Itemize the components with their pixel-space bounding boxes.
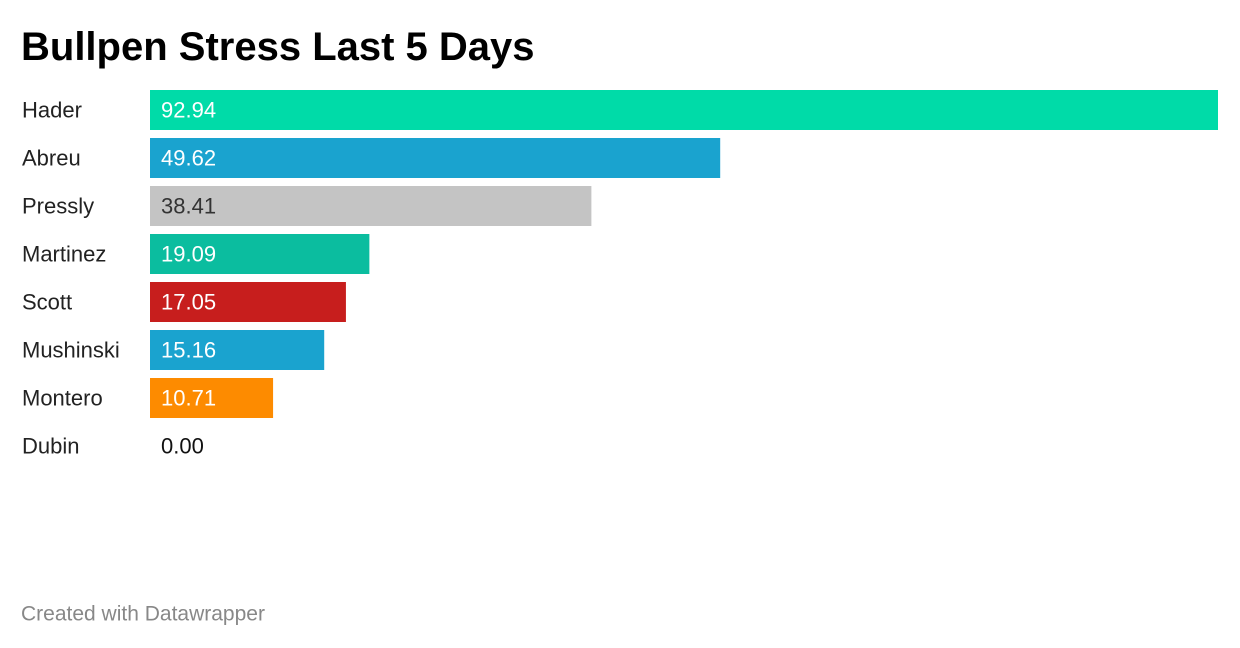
- category-label: Martinez: [22, 242, 106, 267]
- value-label: 0.00: [161, 434, 204, 459]
- bar: [150, 330, 325, 370]
- value-label: 15.16: [161, 338, 216, 363]
- bar: [150, 138, 721, 178]
- category-label: Pressly: [22, 194, 94, 219]
- value-label: 19.09: [161, 242, 216, 267]
- chart-title: Bullpen Stress Last 5 Days: [21, 25, 535, 69]
- bar: [150, 282, 346, 322]
- bar: [150, 378, 274, 418]
- value-label: 38.41: [161, 194, 216, 219]
- bar: [150, 90, 1218, 130]
- value-label: 10.71: [161, 386, 216, 411]
- category-label: Scott: [22, 290, 72, 315]
- value-label: 92.94: [161, 98, 216, 123]
- value-label: 49.62: [161, 146, 216, 171]
- value-label: 17.05: [161, 290, 216, 315]
- bar: [150, 186, 592, 226]
- category-label: Mushinski: [22, 338, 120, 363]
- category-label: Dubin: [22, 434, 79, 459]
- footer-credit: Created with Datawrapper: [21, 603, 265, 626]
- bar: [150, 234, 370, 274]
- category-label: Hader: [22, 98, 82, 123]
- category-label: Montero: [22, 386, 103, 411]
- category-label: Abreu: [22, 146, 81, 171]
